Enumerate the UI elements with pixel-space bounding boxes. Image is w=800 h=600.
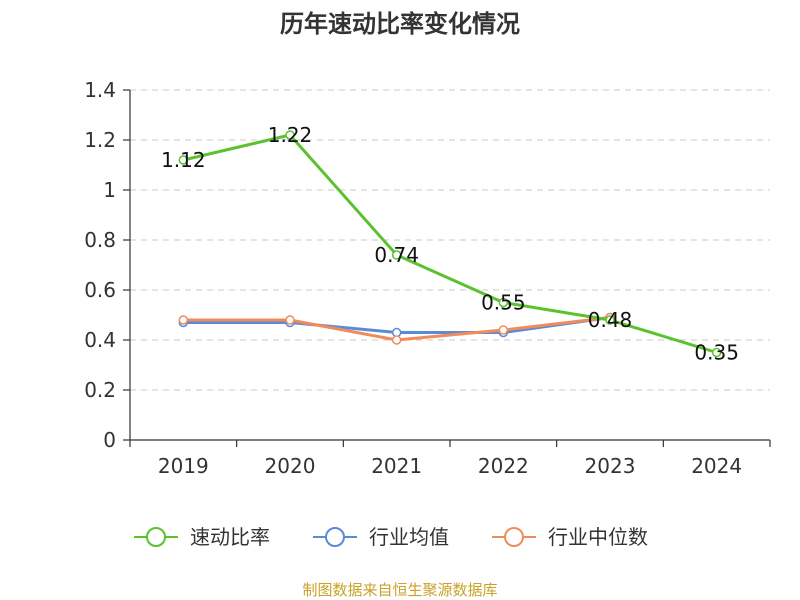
legend-item-speed-ratio[interactable]: 速动比率: [134, 525, 270, 549]
data-point[interactable]: [711, 347, 722, 358]
gridlines: [130, 89, 770, 391]
axes: 0 0.2 0.4 0.6 0.8 1 1.2 1.4 2019 2020 2021 2022 2023…: [84, 78, 771, 478]
legend-marker-icon: [325, 527, 345, 547]
x-tick-label: 2021: [371, 454, 422, 478]
legend-marker-icon: [504, 527, 524, 547]
data-point[interactable]: [391, 250, 402, 260]
y-tick-label: 0.8: [84, 228, 116, 252]
legend-label: 行业均值: [369, 525, 449, 549]
source-note: 制图数据来自恒生聚源数据库: [302, 581, 497, 599]
data-point[interactable]: [498, 297, 509, 308]
data-label: 0.48: [588, 308, 633, 332]
legend-marker-icon: [146, 527, 166, 547]
y-tick-label: 1.4: [84, 78, 116, 102]
data-point[interactable]: [285, 130, 295, 140]
data-point[interactable]: [285, 315, 295, 325]
y-tick-label: 1: [103, 178, 116, 202]
data-point[interactable]: [605, 315, 615, 325]
y-tick-label: 0: [103, 428, 116, 452]
legend-label: 速动比率: [190, 525, 270, 549]
x-tick-label: 2020: [265, 454, 316, 478]
legend: 速动比率 行业均值 行业中位数: [134, 525, 648, 549]
chart-title: 历年速动比率变化情况: [280, 10, 520, 38]
data-point[interactable]: [178, 315, 189, 325]
data-label: 1.22: [268, 123, 313, 147]
series: [178, 130, 722, 358]
x-tick-label: 2023: [585, 454, 636, 478]
data-labels: 1.12 1.22 0.74 0.55 0.48 0.35: [161, 123, 739, 365]
data-label: 0.35: [694, 341, 739, 365]
legend-item-industry-mean[interactable]: 行业均值: [313, 525, 449, 549]
legend-item-industry-median[interactable]: 行业中位数: [492, 525, 648, 549]
y-tick-label: 1.2: [84, 128, 116, 152]
x-tick-label: 2024: [691, 454, 742, 478]
data-label: 0.74: [374, 243, 419, 267]
data-label: 1.12: [161, 148, 206, 172]
x-tick-label: 2022: [478, 454, 529, 478]
y-tick-label: 0.4: [84, 328, 116, 352]
legend-label: 行业中位数: [548, 525, 648, 549]
data-point[interactable]: [178, 155, 189, 165]
series-line: [182, 133, 718, 354]
y-tick-label: 0.2: [84, 378, 116, 402]
y-tick-label: 0.6: [84, 278, 116, 302]
data-point[interactable]: [391, 335, 402, 345]
data-point[interactable]: [498, 325, 509, 335]
data-label: 0.55: [481, 291, 526, 315]
x-tick-label: 2019: [158, 454, 209, 478]
